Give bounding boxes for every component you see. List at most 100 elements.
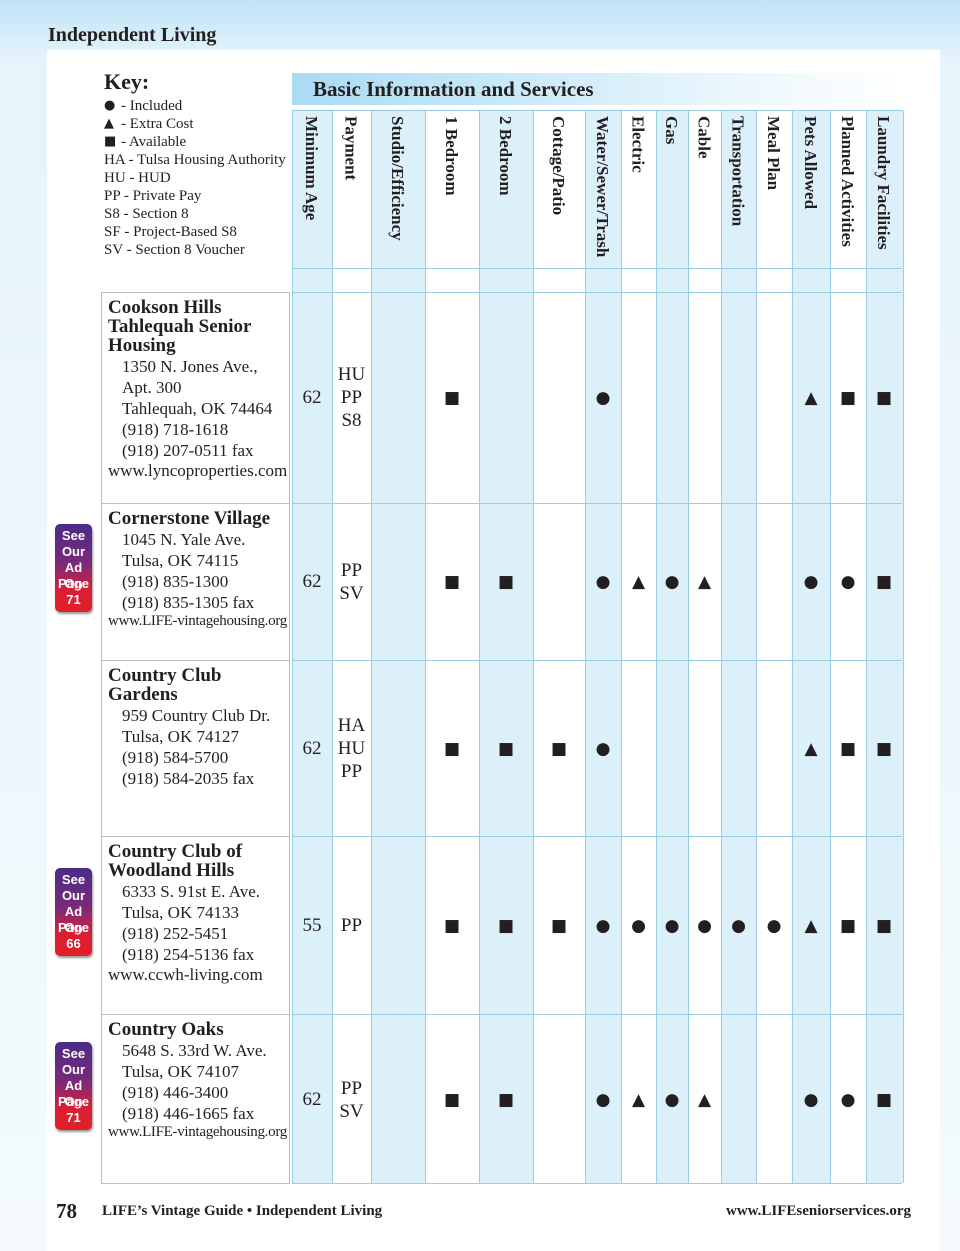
key-text: SV - Section 8 Voucher <box>104 242 245 258</box>
column-header: 1 Bedroom <box>442 116 461 196</box>
payment: PP <box>340 559 363 581</box>
service-symbol: ● <box>595 739 611 759</box>
service-symbol: ● <box>595 572 611 592</box>
ad-text: 71 <box>66 592 81 607</box>
column-header: 2 Bedroom <box>496 116 515 196</box>
ad-text: 66 <box>66 936 81 951</box>
service-symbol: ● <box>840 572 856 592</box>
service-symbol: ■ <box>550 916 568 936</box>
website: www.lyncoproperties.com <box>108 461 288 480</box>
column-header: Pets Allowed <box>801 116 820 210</box>
ad-text: See <box>61 1046 86 1061</box>
address-line: (918) 584-2035 fax <box>122 769 255 788</box>
row-line <box>292 1014 902 1015</box>
column-band <box>830 110 867 1183</box>
payment: PP <box>340 761 363 782</box>
ad-text: Ad On <box>64 560 83 591</box>
row-line <box>292 1183 902 1184</box>
name-box <box>101 1014 290 1184</box>
payment: HA <box>337 715 366 736</box>
column-header: Transportation <box>728 116 748 227</box>
address-line: Apt. 300 <box>122 378 182 397</box>
facility-name: Country Club of <box>108 841 243 862</box>
service-symbol: ● <box>664 572 680 592</box>
service-symbol: ■ <box>443 388 461 408</box>
column-header: Water/Sewer/Trash <box>593 116 612 258</box>
website: www.ccwh-living.com <box>108 965 263 984</box>
service-symbol: ■ <box>550 739 568 759</box>
service-symbol: ■ <box>875 572 893 592</box>
table-title: Basic Information and Services <box>313 77 594 101</box>
address-line: 6333 S. 91st E. Ave. <box>122 882 261 901</box>
service-symbol: ■ <box>839 388 857 408</box>
key-text: SF - Project-Based S8 <box>104 224 237 240</box>
column-band <box>425 110 480 1183</box>
website: www.LIFE-vintagehousing.org <box>108 1124 287 1140</box>
key-title: Key: <box>104 69 150 94</box>
row-line <box>292 660 902 661</box>
service-symbol: ● <box>595 1090 611 1110</box>
service-symbol: ■ <box>875 739 893 759</box>
service-symbol: ■ <box>875 388 893 408</box>
facility-name: Gardens <box>108 684 178 705</box>
row-line <box>292 836 902 837</box>
banner <box>292 73 902 105</box>
address-line: (918) 207-0511 fax <box>122 441 254 460</box>
column-header: Meal Plan <box>764 116 783 191</box>
address-line: (918) 584-5700 <box>122 748 229 767</box>
column-header: Studio/Efficiency <box>388 116 407 241</box>
service-symbol: ■ <box>443 916 461 936</box>
website: www.LIFE-vintagehousing.org <box>108 613 287 629</box>
column-band <box>292 110 333 1183</box>
payment: SV <box>339 582 364 604</box>
address-line: (918) 835-1305 fax <box>122 593 255 612</box>
service-symbol: ▲ <box>804 916 818 936</box>
payment: S8 <box>341 410 362 431</box>
facility-name: Cookson Hills <box>108 297 222 318</box>
address-line: Tulsa, OK 74115 <box>122 551 239 570</box>
service-symbol: ● <box>664 916 680 936</box>
service-symbol: ▲ <box>697 572 712 592</box>
min-age: 62 <box>302 387 322 408</box>
row-line <box>292 292 902 293</box>
address-line: Tulsa, OK 74127 <box>122 727 239 746</box>
column-header: Laundry Facilities <box>874 116 893 250</box>
address-line: Tulsa, OK 74133 <box>122 903 239 922</box>
header-line <box>292 110 902 111</box>
address-line: 1045 N. Yale Ave. <box>122 530 246 549</box>
key-symbol: ▲ <box>104 116 114 131</box>
column-band <box>371 110 426 1183</box>
key-text: HU - HUD <box>104 170 171 186</box>
column-band <box>479 110 534 1183</box>
facility-name: Country Club <box>108 665 222 686</box>
ad-badge <box>55 1042 92 1130</box>
address-line: (918) 446-3400 <box>122 1083 229 1102</box>
service-symbol: ● <box>631 916 646 936</box>
ad-text: Page <box>57 576 90 591</box>
column-header: Cable <box>694 116 714 159</box>
column-band <box>756 110 793 1183</box>
service-symbol: ▲ <box>631 572 646 592</box>
column-band <box>721 110 757 1183</box>
address-line: Tulsa, OK 74107 <box>122 1062 239 1081</box>
key-text: PP - Private Pay <box>104 188 202 204</box>
facility-name: Cornerstone Village <box>108 508 271 529</box>
header-line <box>292 268 902 269</box>
address-line: (918) 252-5451 <box>122 924 229 943</box>
column-band <box>792 110 831 1183</box>
key-text: HA - Tulsa Housing Authority <box>104 152 286 168</box>
page-number: 78 <box>56 1199 77 1223</box>
min-age: 62 <box>302 1089 322 1110</box>
column-header: Payment <box>341 116 361 181</box>
min-age: 62 <box>302 571 322 592</box>
section-title: Independent Living <box>48 24 217 46</box>
payment: HU <box>337 738 366 759</box>
service-symbol: ● <box>595 388 611 408</box>
key-symbol: ■ <box>104 134 117 149</box>
column-band <box>585 110 622 1183</box>
service-symbol: ■ <box>497 916 515 936</box>
service-symbol: ■ <box>497 739 515 759</box>
column-header: Cottage/Patio <box>549 116 568 216</box>
address-line: Tahlequah, OK 74464 <box>122 399 273 418</box>
column-band <box>866 110 904 1183</box>
